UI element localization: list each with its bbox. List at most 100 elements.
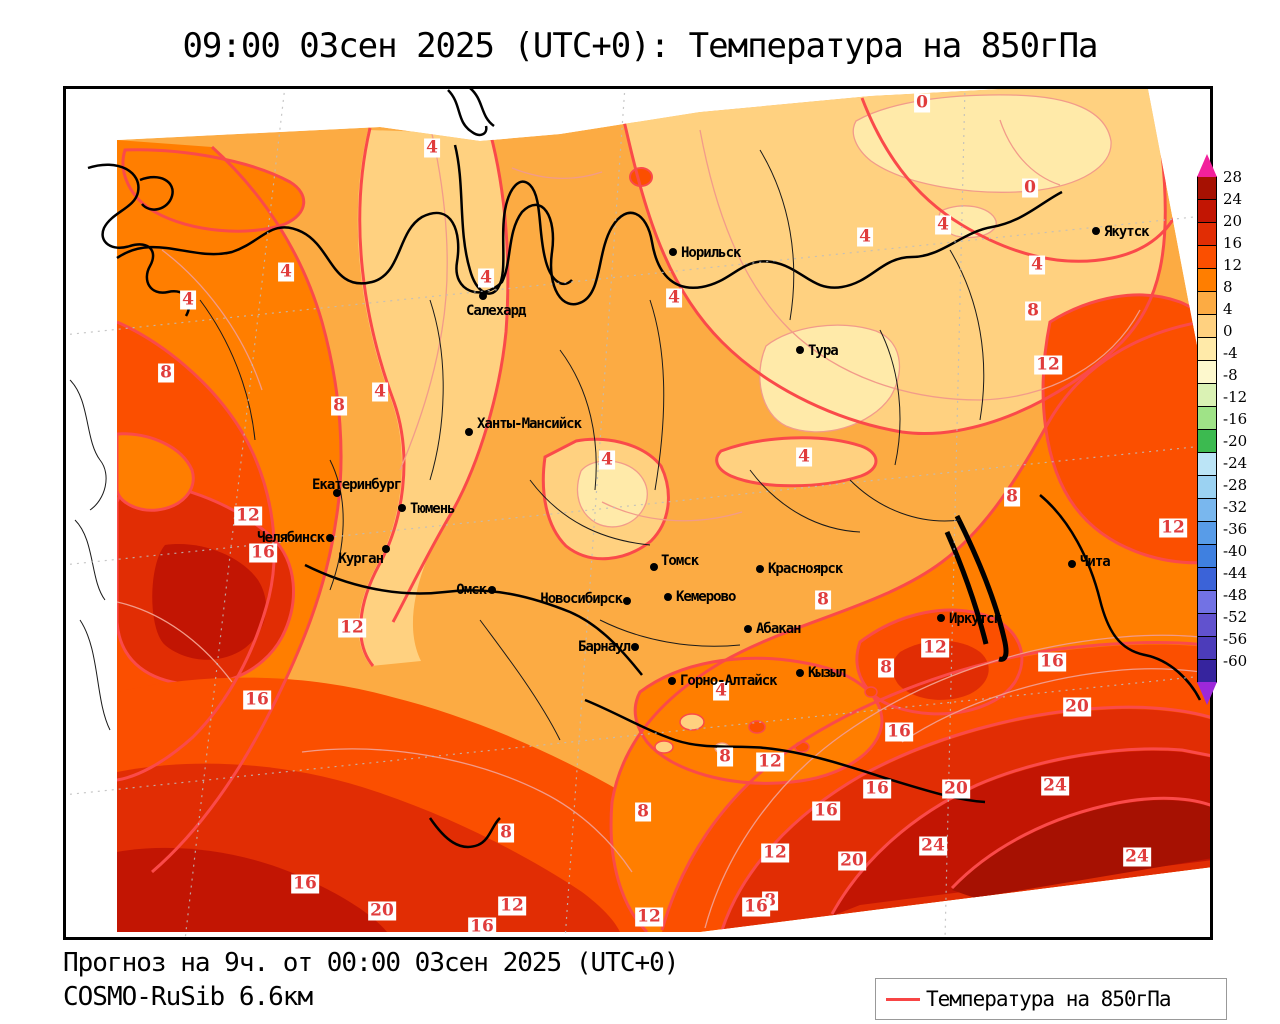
city-marker — [669, 248, 677, 256]
colorbar-tick-label: -16 — [1223, 410, 1248, 428]
isotherm-label: 0 — [914, 92, 930, 113]
colorbar-tick-label: -20 — [1223, 432, 1248, 450]
city-label: Челябинск — [257, 530, 325, 546]
colorbar-tick-label: -36 — [1223, 520, 1248, 538]
city-label: Норильск — [681, 245, 741, 261]
isotherm-label: 24 — [1041, 775, 1069, 796]
colorbar-box — [1197, 176, 1217, 200]
isotherm-label: 4 — [935, 214, 951, 235]
page-title: 09:00 03сен 2025 (UTC+0): Температура на… — [182, 26, 1098, 66]
isotherm-label: 16 — [1038, 651, 1066, 672]
model-info-line: COSMO-RuSib 6.6км — [63, 982, 313, 1012]
colorbar-tick-label: -52 — [1223, 608, 1248, 626]
isotherm-label: 24 — [1123, 846, 1151, 867]
colorbar-box — [1197, 314, 1217, 338]
colorbar-box — [1197, 636, 1217, 660]
colorbar-box — [1197, 245, 1217, 269]
city-label: Горно-Алтайск — [680, 673, 778, 689]
city-label: Новосибирск — [540, 591, 623, 607]
colorbar-tick-label: -8 — [1223, 366, 1238, 384]
colorbar-box — [1197, 475, 1217, 499]
temperature-colorbar — [1197, 154, 1217, 705]
isotherm-label: 8 — [331, 395, 347, 416]
city-marker — [664, 593, 672, 601]
colorbar-tick-label: -44 — [1223, 564, 1248, 582]
colorbar-tick-label: 0 — [1223, 322, 1233, 340]
colorbar-box — [1197, 590, 1217, 614]
isotherm-label: 24 — [919, 835, 947, 856]
isotherm-label: 16 — [291, 873, 319, 894]
colorbar-box — [1197, 613, 1217, 637]
isotherm-label: 8 — [717, 746, 733, 767]
colorbar-tick-labels: 28 24 20 16 12 8 4 0 -4 -8 -12 -16 -20 -… — [1223, 166, 1247, 672]
isotherm-label: 8 — [498, 822, 514, 843]
isotherm-label: 20 — [1063, 696, 1091, 717]
isotherm-label: 16 — [863, 778, 891, 799]
isotherm-label: 4 — [857, 226, 873, 247]
isotherm-label: 4 — [180, 289, 196, 310]
city-label: Кызыл — [808, 665, 846, 681]
city-marker — [479, 292, 487, 300]
colorbar-box — [1197, 360, 1217, 384]
city-marker — [1068, 560, 1076, 568]
city-marker — [756, 565, 764, 573]
isotherm-label: 12 — [635, 906, 663, 927]
isotherm-label: 8 — [815, 589, 831, 610]
isotherm-label: 8 — [158, 362, 174, 383]
isotherm-label: 8 — [635, 801, 651, 822]
isotherm-label: 12 — [498, 895, 526, 916]
colorbar-tick-label: -28 — [1223, 476, 1248, 494]
isotherm-label: 12 — [921, 637, 949, 658]
city-marker — [631, 643, 639, 651]
colorbar-box — [1197, 567, 1217, 591]
isotherm-label: 12 — [234, 505, 262, 526]
colorbar-box — [1197, 682, 1217, 705]
colorbar-box — [1197, 429, 1217, 453]
isotherm-label: 16 — [742, 896, 770, 917]
city-marker — [796, 669, 804, 677]
city-label: Тура — [808, 343, 839, 359]
isotherm-label: 12 — [1034, 354, 1062, 375]
colorbar-tick-label: -12 — [1223, 388, 1248, 406]
isotherm-label: 0 — [1022, 177, 1038, 198]
city-label: Тюмень — [410, 501, 456, 517]
city-marker — [937, 614, 945, 622]
colorbar-box — [1197, 406, 1217, 430]
city-marker — [744, 625, 752, 633]
isotherm-label: 4 — [599, 449, 615, 470]
isotherm-line-sample-icon — [886, 998, 920, 1001]
city-marker — [488, 586, 496, 594]
city-label: Кемерово — [676, 589, 736, 605]
colorbar-box — [1197, 498, 1217, 522]
city-marker — [1092, 227, 1100, 235]
colorbar-tick-label: -32 — [1223, 498, 1248, 516]
isotherm-label: 4 — [713, 680, 729, 701]
isotherm-label: 16 — [812, 800, 840, 821]
colorbar-box — [1197, 337, 1217, 361]
colorbar-tick-label: -24 — [1223, 454, 1248, 472]
city-marker — [650, 563, 658, 571]
colorbar-tick-label: -60 — [1223, 652, 1248, 670]
isotherm-label: 4 — [278, 261, 294, 282]
isotherm-label: 20 — [838, 850, 866, 871]
city-marker — [398, 504, 406, 512]
colorbar-box — [1197, 154, 1217, 177]
colorbar-tick-label: 24 — [1223, 190, 1243, 208]
colorbar-tick-label: 20 — [1223, 212, 1243, 230]
city-label: Омск — [456, 582, 487, 598]
city-label: Чита — [1080, 554, 1111, 570]
isotherm-label: 4 — [1029, 254, 1045, 275]
colorbar-tick-label: 8 — [1223, 278, 1233, 296]
city-label: Курган — [338, 551, 384, 567]
city-marker — [465, 428, 473, 436]
legend: Температура на 850гПа — [875, 978, 1227, 1020]
colorbar-box — [1197, 544, 1217, 568]
colorbar-box — [1197, 222, 1217, 246]
isotherm-label: 12 — [761, 842, 789, 863]
isotherm-label: 12 — [338, 617, 366, 638]
colorbar-box — [1197, 199, 1217, 223]
colorbar-tick-label: 4 — [1223, 300, 1233, 318]
city-label: Барнаул — [577, 639, 631, 655]
colorbar-tick-label: -48 — [1223, 586, 1248, 604]
